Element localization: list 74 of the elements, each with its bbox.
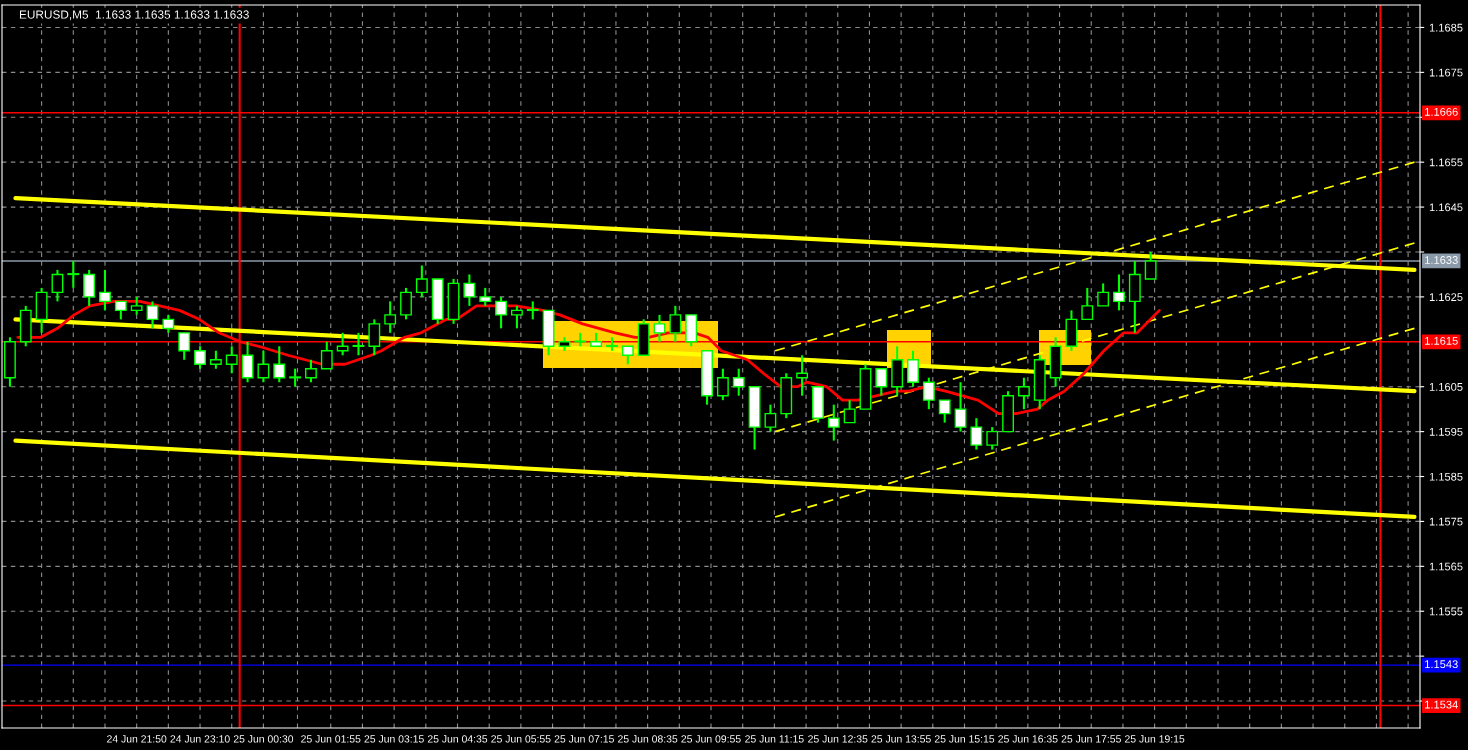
x-tick-label: 25 Jun 00:30 (233, 735, 294, 743)
ref-line-label: 1.1534 (1425, 700, 1458, 709)
candlestick (257, 349, 270, 384)
candlestick (352, 331, 365, 357)
candlestick (510, 304, 523, 330)
y-tick-label: 1.1575 (1429, 517, 1463, 526)
candlestick (954, 381, 967, 433)
y-tick-label: 1.1675 (1429, 68, 1463, 77)
candlestick (653, 313, 666, 343)
x-tick-label: 25 Jun 03:15 (364, 735, 424, 743)
candlestick (669, 304, 682, 343)
candlestick (986, 426, 999, 451)
y-tick-label: 1.1685 (1429, 23, 1463, 32)
candlestick (99, 268, 111, 312)
x-tick-label: 25 Jun 09:55 (681, 735, 741, 743)
candlestick (843, 399, 856, 424)
candlestick (83, 268, 96, 307)
candlestick (225, 345, 238, 375)
candlestick (938, 399, 951, 424)
ref-line-label: 1.1543 (1425, 660, 1458, 669)
candlestick (178, 331, 191, 361)
x-tick-label: 25 Jun 05:55 (491, 735, 551, 743)
candlestick (273, 345, 286, 384)
x-tick-label: 25 Jun 08:35 (618, 735, 678, 743)
x-tick-label: 25 Jun 16:35 (998, 735, 1058, 743)
candlestick (415, 264, 428, 298)
candlestick (907, 349, 919, 388)
y-tick-label: 1.1625 (1429, 293, 1463, 302)
candlestick (970, 417, 983, 451)
x-tick-label: 24 Jun 23:10 (170, 735, 230, 743)
candlestick (368, 318, 381, 357)
candlestick (146, 300, 159, 330)
candlestick (305, 358, 317, 384)
candlestick (320, 340, 333, 370)
x-tick-label: 25 Jun 12:35 (808, 735, 868, 743)
ref-line-label: 1.1666 (1425, 107, 1458, 116)
y-tick-label: 1.1565 (1429, 562, 1463, 571)
candlestick (1097, 282, 1110, 307)
candlestick (716, 367, 729, 402)
candlestick (241, 340, 254, 384)
candlestick (194, 345, 206, 370)
x-tick-label: 24 Jun 21:50 (107, 735, 167, 743)
ref-line-label: 1.1615 (1425, 336, 1458, 345)
x-tick-label: 25 Jun 15:15 (934, 735, 995, 743)
chart-title: EURUSD,M5 1.1633 1.1635 1.1633 1.1633 (19, 10, 249, 21)
candlestick (51, 268, 64, 303)
y-tick-label: 1.1645 (1429, 203, 1463, 212)
candlestick (1144, 250, 1157, 280)
x-tick-label: 25 Jun 11:15 (745, 735, 804, 743)
candlestick (764, 403, 777, 433)
candlestick (67, 259, 80, 289)
candlestick (495, 295, 507, 330)
candlestick (463, 273, 476, 307)
candlestick (1113, 273, 1125, 312)
x-tick-label: 25 Jun 07:15 (554, 735, 614, 743)
candlestick (827, 403, 840, 442)
y-tick-label: 1.1585 (1429, 472, 1463, 481)
candlestick (384, 300, 397, 334)
x-tick-label: 25 Jun 01:55 (301, 735, 361, 743)
candlestick (400, 286, 412, 321)
candlestick (922, 376, 935, 411)
y-tick-label: 1.1605 (1429, 382, 1463, 391)
candlestick (732, 367, 745, 397)
y-tick-label: 1.1655 (1429, 158, 1463, 167)
x-tick-label: 25 Jun 19:15 (1125, 735, 1185, 743)
x-tick-label: 25 Jun 17:55 (1061, 735, 1121, 743)
x-tick-label: 25 Jun 13:55 (871, 735, 931, 743)
ref-line-label: 1.1633 (1425, 256, 1458, 264)
y-tick-label: 1.1555 (1429, 607, 1463, 616)
candlestick (875, 367, 888, 397)
y-tick-label: 1.1595 (1429, 427, 1463, 436)
candlestick (1081, 286, 1094, 321)
candlestick (1017, 376, 1030, 411)
x-tick-label: 25 Jun 04:35 (427, 735, 488, 743)
